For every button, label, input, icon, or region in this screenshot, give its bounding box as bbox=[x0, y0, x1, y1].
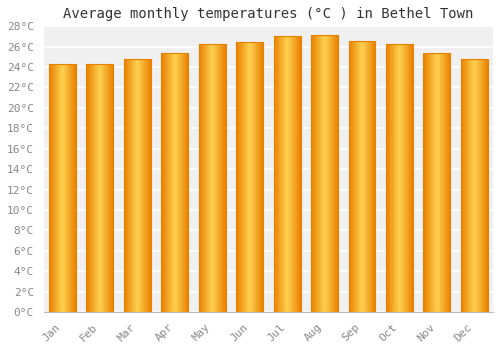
Bar bbox=[424, 53, 450, 312]
Bar bbox=[124, 59, 151, 312]
Bar bbox=[274, 36, 300, 312]
Bar bbox=[198, 44, 226, 312]
Bar bbox=[311, 35, 338, 312]
Bar bbox=[49, 64, 76, 312]
Title: Average monthly temperatures (°C ) in Bethel Town: Average monthly temperatures (°C ) in Be… bbox=[63, 7, 474, 21]
Bar bbox=[348, 41, 376, 312]
Bar bbox=[461, 59, 488, 312]
Bar bbox=[86, 64, 114, 312]
Bar bbox=[386, 44, 413, 312]
Bar bbox=[236, 42, 263, 312]
Bar bbox=[162, 53, 188, 312]
